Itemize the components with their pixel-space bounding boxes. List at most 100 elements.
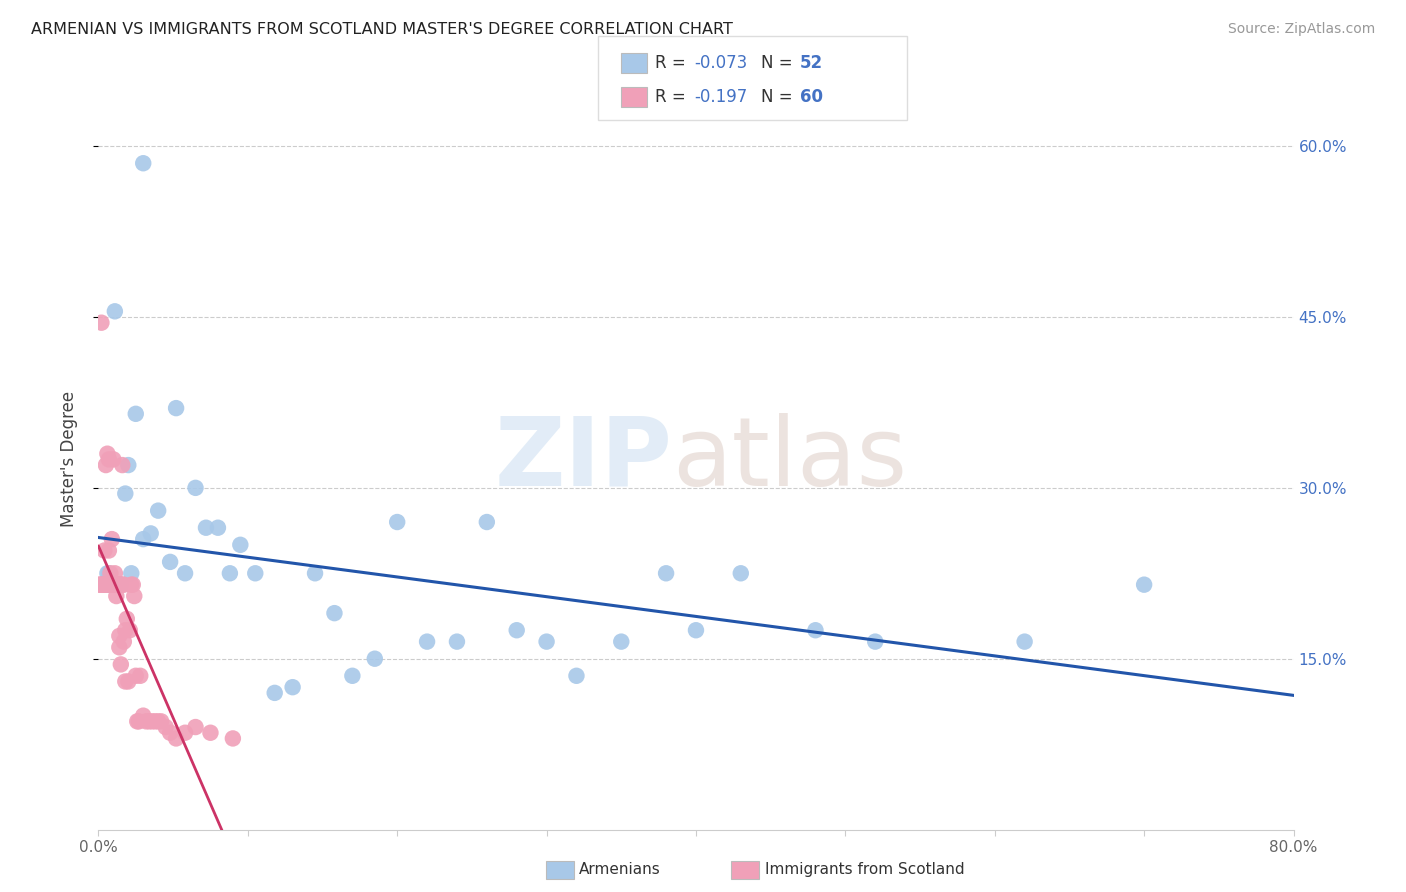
Point [114,486,136,500]
Point [229,538,252,552]
Point [97,577,120,591]
Point [132,708,155,723]
Point [117,458,139,472]
Point [263,686,285,700]
Point [128,714,150,729]
Point [1133,577,1156,591]
Point [475,515,498,529]
Point [865,634,887,648]
Point [91,577,114,591]
Text: R =: R = [655,88,692,106]
Point [150,714,173,729]
Point [135,714,157,729]
Point [506,624,529,638]
Point [323,606,346,620]
Point [111,577,134,591]
Point [103,577,125,591]
Point [89,577,111,591]
Point [165,731,187,746]
Point [148,714,170,729]
Text: R =: R = [655,54,692,72]
Point [94,577,117,591]
Point [730,566,752,581]
Point [112,634,135,648]
Point [108,640,131,655]
Point [184,720,207,734]
Point [104,577,127,591]
Point [101,577,124,591]
Point [120,566,142,581]
Text: Source: ZipAtlas.com: Source: ZipAtlas.com [1227,22,1375,37]
Point [124,589,146,603]
Text: N =: N = [761,54,797,72]
Point [104,304,127,318]
Point [138,714,160,729]
Point [117,674,139,689]
Y-axis label: Master's Degree: Master's Degree [59,392,77,527]
Text: N =: N = [761,88,797,106]
Point [536,634,558,648]
Point [174,725,197,739]
Point [114,624,136,638]
Point [107,577,129,591]
Point [174,566,197,581]
Point [105,589,128,603]
Text: atlas: atlas [672,413,907,506]
Point [111,458,134,472]
Text: ARMENIAN VS IMMIGRANTS FROM SCOTLAND MASTER'S DEGREE CORRELATION CHART: ARMENIAN VS IMMIGRANTS FROM SCOTLAND MAS… [31,22,733,37]
Point [115,612,138,626]
Point [364,651,387,665]
Point [685,624,707,638]
Point [108,629,131,643]
Point [101,577,124,591]
Point [107,577,129,591]
Point [103,577,125,591]
Point [93,577,115,591]
Point [98,577,122,591]
Point [96,447,118,461]
Point [98,577,122,591]
Point [132,156,155,170]
Point [97,543,120,558]
Point [110,577,132,591]
Point [120,577,142,591]
Point [110,577,132,591]
Point [97,566,120,581]
Point [385,515,409,529]
Point [184,481,207,495]
Point [139,526,162,541]
Point [655,566,678,581]
Point [105,577,128,591]
Point [103,577,125,591]
Point [416,634,439,648]
Point [89,577,111,591]
Point [129,669,152,683]
Point [104,566,127,581]
Point [143,714,166,729]
Point [219,566,242,581]
Point [94,458,117,472]
Point [103,452,125,467]
Point [90,577,112,591]
Point [98,577,122,591]
Point [207,521,229,535]
Point [93,543,115,558]
Text: ZIP: ZIP [494,413,672,506]
Point [90,316,112,330]
Point [91,577,114,591]
Point [112,577,135,591]
Point [565,669,588,683]
Text: -0.073: -0.073 [695,54,748,72]
Point [101,577,124,591]
Point [610,634,633,648]
Text: Immigrants from Scotland: Immigrants from Scotland [765,863,965,877]
Point [97,452,120,467]
Point [121,577,143,591]
Point [804,624,827,638]
Point [1014,634,1036,648]
Point [101,532,124,546]
Point [200,725,222,739]
Point [96,577,118,591]
Point [148,503,170,517]
Point [132,532,155,546]
